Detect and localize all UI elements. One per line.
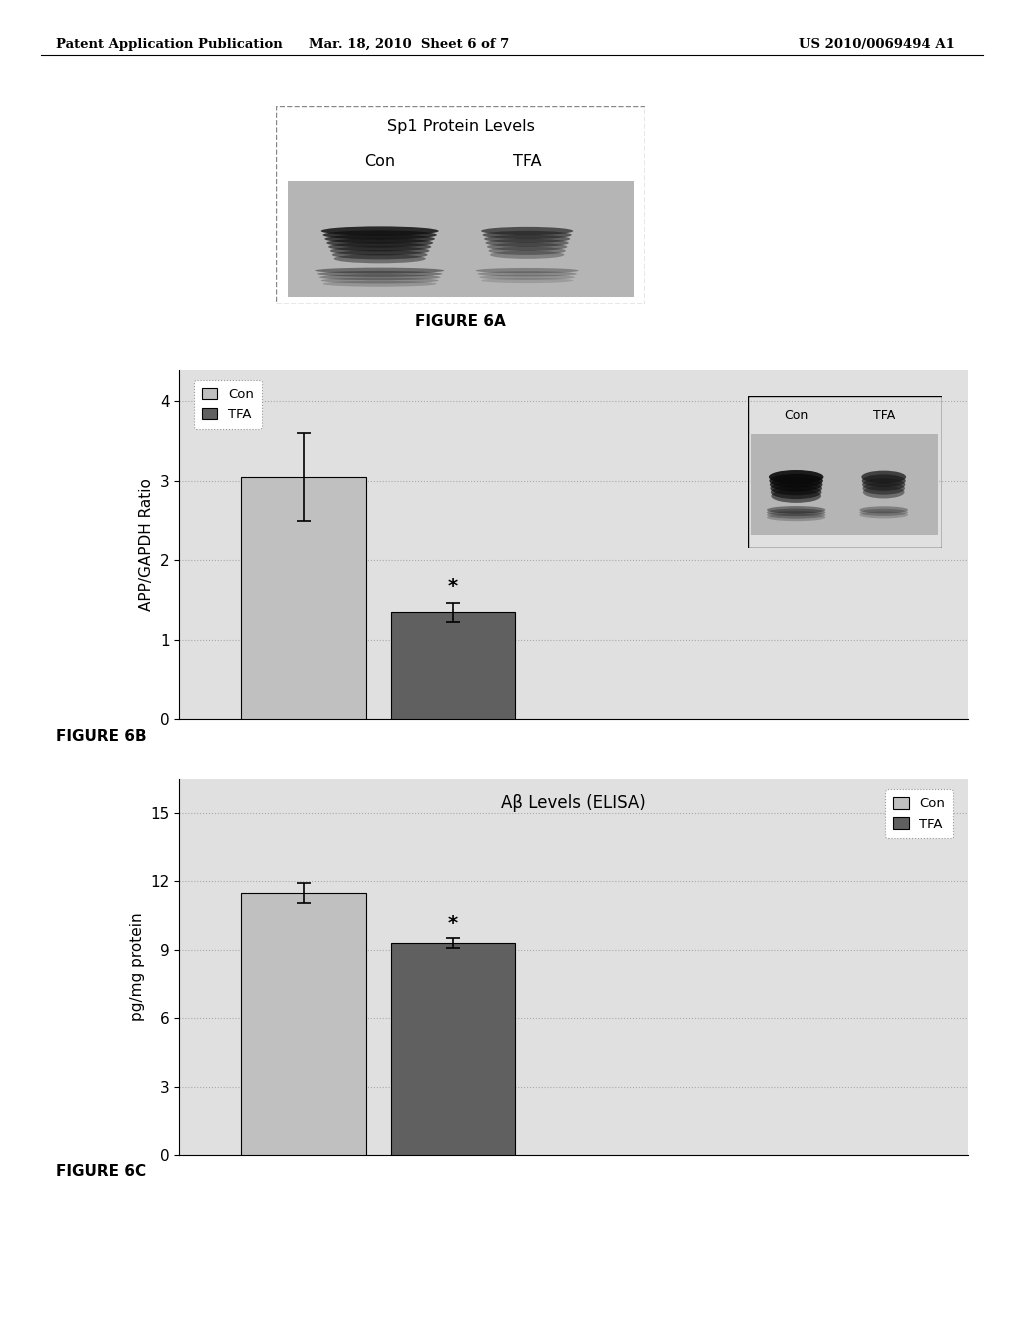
- Ellipse shape: [484, 235, 570, 243]
- Bar: [391, 612, 515, 719]
- Text: FIGURE 6B: FIGURE 6B: [56, 729, 147, 743]
- Ellipse shape: [862, 482, 905, 495]
- Text: FIGURE 6A: FIGURE 6A: [416, 314, 506, 329]
- Text: Con: Con: [365, 154, 395, 169]
- Ellipse shape: [327, 238, 433, 247]
- Text: Con: Con: [784, 409, 808, 421]
- Text: Mar. 18, 2010  Sheet 6 of 7: Mar. 18, 2010 Sheet 6 of 7: [309, 38, 510, 51]
- Ellipse shape: [323, 281, 437, 286]
- Ellipse shape: [771, 488, 821, 503]
- Ellipse shape: [485, 239, 568, 247]
- Ellipse shape: [479, 275, 575, 280]
- Ellipse shape: [317, 271, 442, 277]
- Text: Sp1 Protein Levels: Sp1 Protein Levels: [387, 119, 535, 133]
- Ellipse shape: [767, 511, 825, 519]
- Text: Patent Application Publication: Patent Application Publication: [56, 38, 283, 51]
- Bar: [242, 477, 366, 719]
- Ellipse shape: [769, 470, 823, 484]
- Ellipse shape: [767, 513, 825, 521]
- Legend: Con, TFA: Con, TFA: [194, 380, 262, 429]
- Ellipse shape: [318, 275, 440, 280]
- Ellipse shape: [323, 231, 437, 240]
- Text: Aβ Levels (ELISA): Aβ Levels (ELISA): [501, 793, 646, 812]
- Text: *: *: [449, 915, 458, 933]
- Ellipse shape: [859, 507, 908, 513]
- Ellipse shape: [482, 231, 571, 239]
- Ellipse shape: [334, 255, 426, 263]
- Ellipse shape: [481, 227, 573, 235]
- Ellipse shape: [321, 277, 438, 284]
- Ellipse shape: [332, 251, 428, 259]
- Ellipse shape: [863, 486, 904, 499]
- Ellipse shape: [315, 268, 444, 273]
- Ellipse shape: [487, 243, 567, 251]
- Ellipse shape: [325, 235, 435, 243]
- Ellipse shape: [770, 482, 822, 495]
- Ellipse shape: [321, 227, 438, 235]
- Bar: [391, 942, 515, 1155]
- Legend: Con, TFA: Con, TFA: [885, 789, 953, 838]
- Bar: [288, 181, 634, 297]
- Text: US 2010/0069494 A1: US 2010/0069494 A1: [799, 38, 954, 51]
- Ellipse shape: [328, 243, 431, 251]
- Ellipse shape: [477, 272, 577, 277]
- Ellipse shape: [862, 478, 905, 491]
- Bar: [242, 892, 366, 1155]
- Ellipse shape: [475, 268, 579, 273]
- Y-axis label: pg/mg protein: pg/mg protein: [130, 912, 144, 1022]
- Ellipse shape: [859, 511, 908, 519]
- Text: *: *: [449, 577, 458, 597]
- Ellipse shape: [770, 478, 822, 491]
- Ellipse shape: [330, 246, 429, 255]
- Ellipse shape: [767, 508, 825, 516]
- Ellipse shape: [767, 506, 825, 513]
- Y-axis label: APP/GAPDH Ratio: APP/GAPDH Ratio: [139, 478, 155, 611]
- Bar: [752, 434, 938, 535]
- Ellipse shape: [488, 247, 566, 255]
- Text: TFA: TFA: [872, 409, 895, 421]
- Ellipse shape: [862, 474, 905, 487]
- Ellipse shape: [769, 474, 823, 487]
- Ellipse shape: [861, 471, 906, 483]
- Ellipse shape: [489, 251, 564, 259]
- Ellipse shape: [481, 277, 573, 284]
- Ellipse shape: [771, 486, 821, 499]
- Text: FIGURE 6C: FIGURE 6C: [56, 1164, 146, 1179]
- Ellipse shape: [859, 508, 908, 516]
- Text: TFA: TFA: [513, 154, 542, 169]
